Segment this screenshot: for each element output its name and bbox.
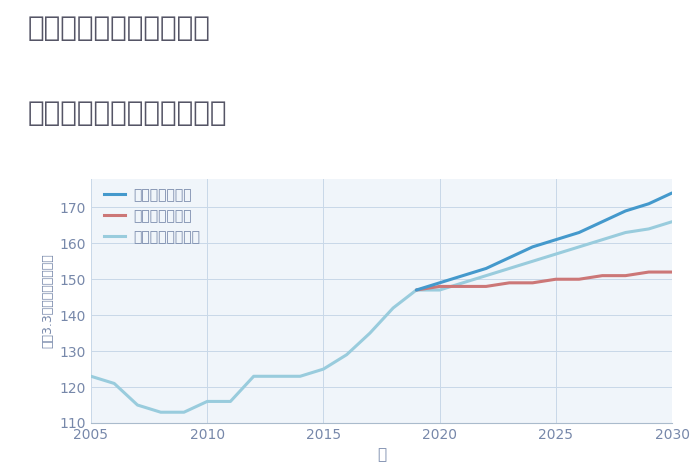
Legend: グッドシナリオ, バッドシナリオ, ノーマルシナリオ: グッドシナリオ, バッドシナリオ, ノーマルシナリオ (104, 188, 200, 244)
Y-axis label: 坪（3.3㎡）単価（万円）: 坪（3.3㎡）単価（万円） (41, 253, 54, 348)
X-axis label: 年: 年 (377, 447, 386, 462)
Text: 埼玉県川口市南鳩ヶ谷の: 埼玉県川口市南鳩ヶ谷の (28, 14, 211, 42)
Text: 中古マンションの価格推移: 中古マンションの価格推移 (28, 99, 228, 127)
